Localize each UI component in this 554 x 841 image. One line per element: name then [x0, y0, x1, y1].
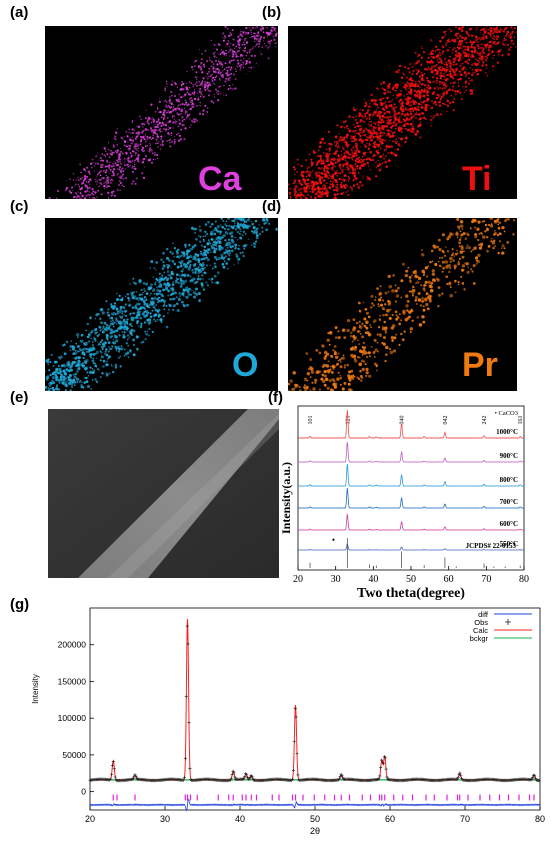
xrd-hkl-label: 040: [400, 416, 406, 425]
rietveld-calc: [90, 619, 540, 780]
xrd-series-label: 900°C: [500, 452, 518, 460]
ca-map: [45, 26, 278, 199]
xrd-svg: 20 30 40 50 60 70 80 Two theta(degree) Intensity…: [270, 400, 534, 600]
rietveld-xtick: 80: [535, 814, 545, 824]
rietveld-svg: 20 30 40 50 60 70 80 0 50000 100000 150000 200000 2θ…: [30, 600, 550, 836]
rietveld-legend-swatch: [505, 619, 511, 625]
o-label: O: [232, 346, 258, 385]
rietveld-ytick: 0: [81, 787, 86, 797]
xrd-legend: • CaCO3: [495, 410, 518, 417]
panel-label-a: (a): [10, 4, 28, 21]
xrd-xtick: 60: [444, 574, 454, 585]
xrd-xlabel: Two theta(degree): [357, 586, 465, 600]
xrd-series-label: 700°C: [500, 498, 518, 506]
rietveld-xtick: 30: [160, 814, 170, 824]
xrd-hkl-label: 042: [443, 416, 449, 425]
rietveld-ytick: 50000: [62, 750, 86, 760]
rietveld-xtick: 40: [235, 814, 245, 824]
xrd-hkl-label: 161: [518, 416, 524, 425]
xrd-reference-label: JCPDS# 22-0153: [466, 542, 517, 550]
xrd-hkl-label: 242: [482, 416, 488, 425]
xrd-xtick: 30: [331, 574, 341, 585]
xrd-xtick: 40: [368, 574, 378, 585]
rietveld-xtick: 50: [310, 814, 320, 824]
xrd-ylabel: Intensity(a.u.): [279, 462, 293, 534]
rietveld-ylabel: Intensity: [31, 674, 40, 704]
rietveld-obs: [88, 625, 540, 783]
xrd-caco3-marker: •: [332, 535, 335, 545]
rietveld-xtick: 70: [460, 814, 470, 824]
xrd-chart: 20 30 40 50 60 70 80 Two theta(degree) Intensity…: [270, 400, 534, 600]
sem-image: [48, 409, 279, 578]
rietveld-xtick: 60: [385, 814, 395, 824]
xrd-series-label: 1000°C: [496, 428, 518, 436]
ca-label: Ca: [198, 160, 241, 199]
panel-label-d: (d): [262, 198, 281, 215]
rietveld-chart: 20 30 40 50 60 70 80 0 50000 100000 150000 200000 2θ…: [30, 600, 550, 836]
pr-label: Pr: [462, 346, 498, 385]
xrd-series-label: 800°C: [500, 476, 518, 484]
xrd-series-label: 600°C: [500, 520, 518, 528]
xrd-series-line: [298, 464, 524, 486]
rietveld-xtick: 20: [85, 814, 95, 824]
xrd-xtick: 20: [293, 574, 303, 585]
panel-label-e: (e): [10, 389, 28, 406]
xrd-series-line: [298, 410, 524, 438]
xrd-xtick: 70: [481, 574, 491, 585]
rietveld-xlabel: 2θ: [310, 826, 320, 836]
xrd-series-line: [298, 488, 524, 508]
xrd-series-line: [298, 514, 524, 530]
panel-label-c: (c): [10, 198, 28, 215]
rietveld-ytick: 150000: [58, 676, 87, 686]
xrd-xtick: 80: [519, 574, 529, 585]
xrd-xtick: 50: [406, 574, 416, 585]
xrd-series-line: [298, 442, 524, 462]
ti-label: Ti: [462, 160, 492, 199]
rietveld-ytick: 100000: [58, 713, 87, 723]
rietveld-legend-label: bckgr: [470, 634, 489, 643]
rietveld-ytick: 200000: [58, 640, 87, 650]
panel-label-b: (b): [262, 4, 281, 21]
panel-label-g: (g): [10, 596, 29, 613]
xrd-hkl-label: 101: [308, 416, 314, 425]
